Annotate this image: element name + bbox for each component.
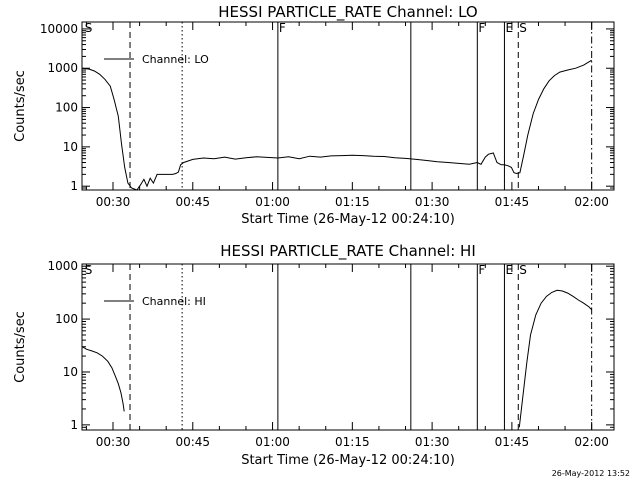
event-marker-label: S (85, 263, 93, 277)
event-marker-label: S (519, 21, 527, 35)
y-tick-label: 1 (70, 179, 78, 193)
x-tick-label: 01:30 (415, 195, 450, 209)
y-axis-label: Counts/sec (13, 70, 28, 142)
series-line (82, 59, 592, 190)
y-axis-label: Counts/sec (13, 311, 28, 383)
x-tick-label: 00:45 (175, 195, 210, 209)
plot-frame (81, 263, 615, 431)
event-marker-label: E (505, 263, 513, 277)
x-tick-label: 02:00 (574, 195, 609, 209)
x-tick-label: 01:15 (335, 435, 370, 449)
legend-label: Channel: HI (142, 295, 206, 308)
x-tick-label: 00:30 (96, 435, 131, 449)
series-line (82, 346, 125, 412)
event-marker-label: F (478, 21, 485, 35)
x-tick-label: 01:15 (335, 195, 370, 209)
panel-lo: HESSI PARTICLE_RATE Channel: LO 00:30 00:4… (13, 3, 615, 227)
panel-hi: HESSI PARTICLE_RATE Channel: HI 00:30 00:4… (13, 242, 615, 468)
y-tick-label: 1000 (47, 259, 78, 273)
event-marker-label: S (85, 21, 93, 35)
y-tick-label: 100 (55, 101, 78, 115)
y-tick-label: 10 (63, 140, 78, 154)
x-tick-label: 01:45 (495, 195, 530, 209)
chart-title: HESSI PARTICLE_RATE Channel: LO (218, 3, 477, 22)
x-tick-label: 02:00 (574, 435, 609, 449)
event-marker-label: F (279, 21, 286, 35)
x-tick-label: 00:30 (96, 195, 131, 209)
series-line (518, 289, 593, 428)
legend-label: Channel: LO (142, 53, 209, 66)
event-marker-label: S (519, 263, 527, 277)
chart-title: HESSI PARTICLE_RATE Channel: HI (220, 242, 476, 261)
event-marker-label: E (505, 21, 513, 35)
footer-timestamp: 26-May-2012 13:52 (551, 469, 630, 478)
y-tick-label: 1 (70, 418, 78, 432)
x-axis-label: Start Time (26-May-12 00:24:10) (241, 453, 455, 468)
x-tick-label: 01:00 (255, 435, 290, 449)
x-tick-label: 00:45 (175, 435, 210, 449)
y-tick-label: 10000 (40, 22, 78, 36)
plot-frame (81, 21, 615, 191)
event-marker-label: F (478, 263, 485, 277)
y-tick-label: 10 (63, 365, 78, 379)
y-tick-label: 100 (55, 312, 78, 326)
x-tick-label: 01:00 (255, 195, 290, 209)
y-tick-label: 1000 (47, 61, 78, 75)
x-tick-label: 01:30 (415, 435, 450, 449)
x-axis-label: Start Time (26-May-12 00:24:10) (241, 212, 455, 227)
x-tick-label: 01:45 (495, 435, 530, 449)
